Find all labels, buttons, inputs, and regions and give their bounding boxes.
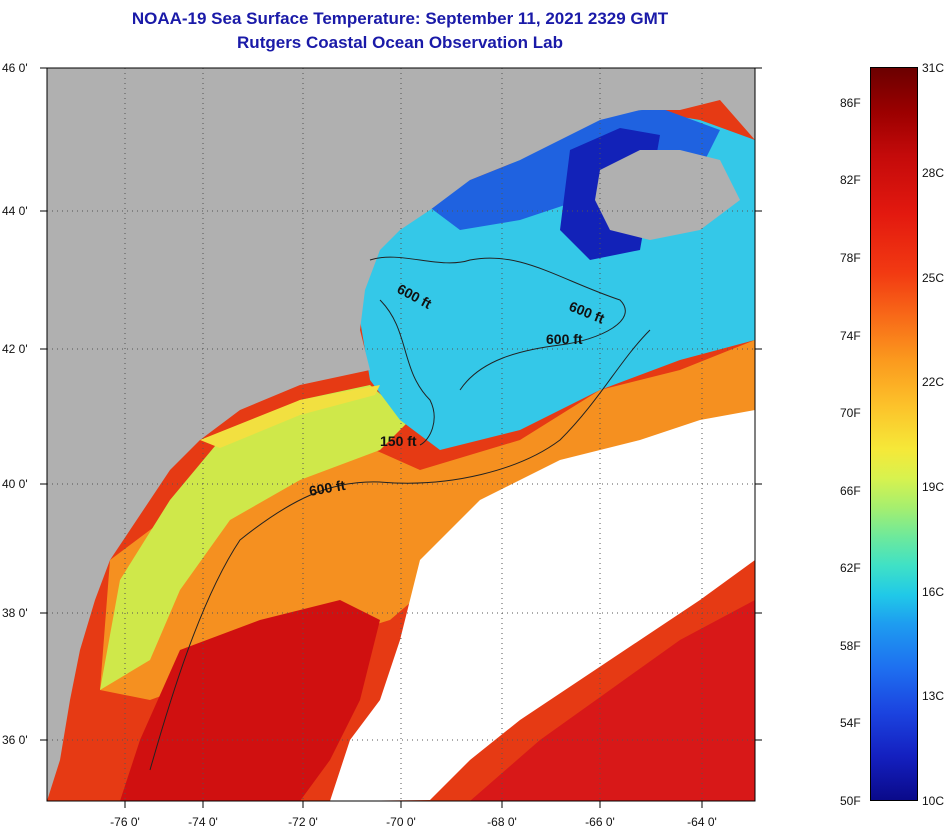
colorbar-label-82f: 82F — [840, 173, 861, 187]
sea-shelf-band — [100, 385, 410, 690]
cloud-area-2 — [620, 430, 755, 560]
colorbar-label-74f: 74F — [840, 329, 861, 343]
lon-label-68: -68 0' — [487, 815, 517, 829]
lat-label-38: 38 0' — [2, 606, 28, 620]
colorbar-label-50f: 50F — [840, 794, 861, 808]
contour-label-600-d: 600 ft — [308, 477, 347, 499]
contour-label-600-c: 600 ft — [546, 331, 583, 347]
land-long-island — [200, 385, 380, 448]
sea-hot-core — [120, 600, 380, 801]
sea-hot-southeast — [470, 600, 755, 801]
lat-label-40: 40 0' — [2, 477, 28, 491]
map-title: NOAA-19 Sea Surface Temperature: Septemb… — [131, 9, 669, 28]
lat-label-44: 44 0' — [2, 204, 28, 218]
colorbar-label-10c: 10C — [922, 794, 945, 808]
colorbar-label-31c: 31C — [922, 61, 945, 75]
lon-label-70: -70 0' — [386, 815, 416, 829]
colorbar-label-70f: 70F — [840, 406, 861, 420]
land-nova-scotia — [595, 150, 740, 240]
lat-label-42: 42 0' — [2, 342, 28, 356]
colorbar-label-66f: 66F — [840, 484, 861, 498]
colorbar-label-19c: 19C — [922, 480, 945, 494]
land-mainland — [47, 68, 755, 801]
contour-label-150: 150 ft — [380, 433, 417, 449]
colorbar-label-22c: 22C — [922, 375, 945, 389]
temperature-colorbar — [870, 67, 918, 801]
lon-label-74: -74 0' — [188, 815, 218, 829]
bathymetry-contours — [149, 256, 651, 771]
lon-label-72: -72 0' — [288, 815, 318, 829]
colorbar-label-16c: 16C — [922, 585, 945, 599]
colorbar-label-54f: 54F — [840, 716, 861, 730]
lon-label-64: -64 0' — [687, 815, 717, 829]
colorbar-label-58f: 58F — [840, 639, 861, 653]
lat-label-46: 46 0' — [2, 61, 28, 75]
colorbar-label-86f: 86F — [840, 96, 861, 110]
graticule — [47, 68, 755, 801]
colorbar-label-78f: 78F — [840, 251, 861, 265]
lon-label-76: -76 0' — [110, 815, 140, 829]
lat-label-36: 36 0' — [2, 733, 28, 747]
colorbar-label-28c: 28C — [922, 166, 945, 180]
lon-label-66: -66 0' — [585, 815, 615, 829]
colorbar-label-62f: 62F — [840, 561, 861, 575]
sea-warm-band — [100, 340, 755, 700]
axis-ticks — [40, 67, 762, 808]
colorbar-label-13c: 13C — [922, 689, 945, 703]
map-subtitle: Rutgers Coastal Ocean Observation Lab — [237, 33, 563, 52]
colorbar-label-25c: 25C — [922, 271, 945, 285]
